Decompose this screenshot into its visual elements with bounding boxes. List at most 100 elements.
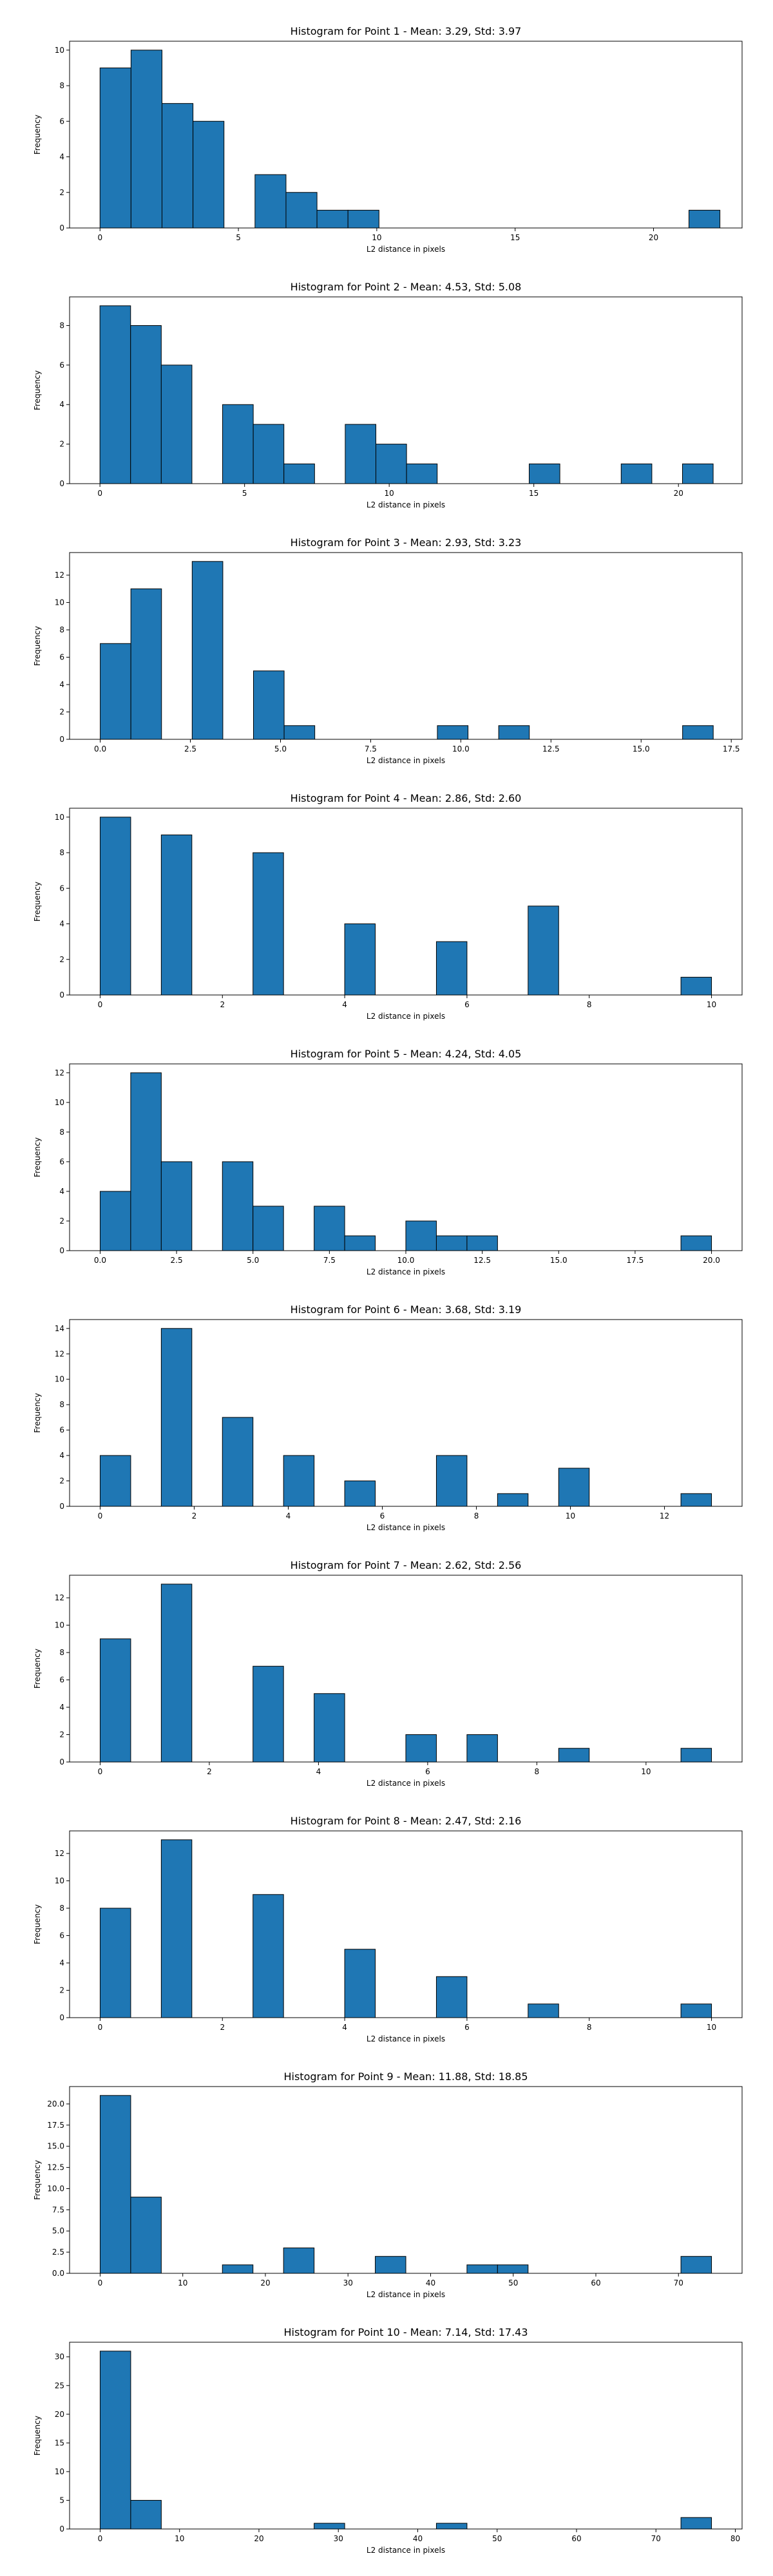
plot-frame bbox=[69, 808, 743, 996]
y-tick-label: 5 bbox=[59, 2496, 64, 2505]
x-tick-label: 20 bbox=[674, 489, 683, 498]
histogram-bar bbox=[680, 1235, 712, 1251]
histogram-bar bbox=[99, 817, 131, 996]
y-tick-label: 4 bbox=[59, 400, 64, 409]
histogram-bar bbox=[191, 561, 224, 740]
chart-title: Histogram for Point 7 - Mean: 2.62, Std:… bbox=[291, 1559, 522, 1571]
y-tick-label: 4 bbox=[59, 920, 64, 929]
y-tick-label: 5.0 bbox=[52, 2226, 64, 2235]
x-tick-label: 15.0 bbox=[550, 1256, 568, 1265]
histogram-bar bbox=[376, 444, 407, 484]
histogram-bar bbox=[405, 1734, 437, 1763]
x-tick-label: 5.0 bbox=[247, 1256, 259, 1265]
x-tick-label: 8 bbox=[587, 2023, 592, 2032]
x-tick-label: 15 bbox=[529, 489, 539, 498]
x-tick-label: 80 bbox=[730, 2534, 740, 2543]
y-tick-label: 14 bbox=[55, 1324, 64, 1333]
x-tick-label: 12.5 bbox=[473, 1256, 491, 1265]
y-tick-label: 4 bbox=[59, 1187, 64, 1196]
y-tick-label: 12 bbox=[55, 1068, 64, 1077]
histogram-bar bbox=[222, 404, 254, 484]
histogram-bar bbox=[253, 1206, 284, 1251]
x-tick-label: 8 bbox=[474, 1511, 479, 1520]
y-tick-label: 20 bbox=[55, 2410, 64, 2419]
histogram-bar bbox=[160, 365, 193, 484]
x-tick-label: 0 bbox=[98, 1000, 103, 1009]
histogram-bar bbox=[558, 1748, 590, 1763]
histogram-bar bbox=[99, 1908, 131, 2018]
plot-frame bbox=[69, 1575, 743, 1763]
histogram-bar bbox=[466, 2264, 498, 2274]
y-tick-label: 12 bbox=[55, 1593, 64, 1602]
y-tick-label: 12 bbox=[55, 1349, 64, 1358]
y-tick-label: 7.5 bbox=[52, 2205, 64, 2214]
histogram-bar bbox=[498, 725, 530, 740]
histogram-bar bbox=[345, 424, 377, 484]
x-tick-label: 2.5 bbox=[184, 744, 196, 753]
y-tick-label: 2 bbox=[59, 955, 64, 964]
plot-frame bbox=[69, 552, 743, 740]
histogram-bar bbox=[130, 1072, 162, 1251]
y-tick-label: 6 bbox=[59, 1426, 64, 1435]
y-tick-label: 0 bbox=[59, 2524, 64, 2533]
y-tick-label: 0 bbox=[59, 2013, 64, 2022]
x-tick-label: 10 bbox=[707, 2023, 716, 2032]
y-tick-label: 10 bbox=[55, 1877, 64, 1886]
x-tick-label: 4 bbox=[342, 2023, 347, 2032]
y-tick-label: 20.0 bbox=[47, 2099, 64, 2108]
x-tick-label: 40 bbox=[413, 2534, 423, 2543]
y-axis-label: Frequency bbox=[33, 1649, 42, 1689]
x-tick-label: 0.0 bbox=[94, 1256, 106, 1265]
histogram-bar bbox=[680, 2003, 712, 2018]
x-axis-label: L2 distance in pixels bbox=[367, 2034, 445, 2043]
x-tick-label: 0.0 bbox=[94, 744, 106, 753]
y-tick-label: 2 bbox=[59, 1217, 64, 1226]
plot-frame bbox=[69, 41, 743, 229]
y-tick-label: 15 bbox=[55, 2438, 64, 2447]
x-tick-label: 0 bbox=[98, 2534, 103, 2543]
y-tick-label: 8 bbox=[59, 1904, 64, 1913]
x-tick-label: 4 bbox=[342, 1000, 347, 1009]
y-tick-label: 12 bbox=[55, 571, 64, 580]
x-axis-label: L2 distance in pixels bbox=[367, 1267, 445, 1276]
x-tick-label: 40 bbox=[426, 2278, 435, 2287]
x-tick-label: 7.5 bbox=[365, 744, 377, 753]
histogram-bar bbox=[620, 463, 653, 484]
histogram-bar bbox=[680, 1748, 712, 1763]
x-tick-label: 15 bbox=[510, 233, 520, 242]
histogram-bar bbox=[160, 1328, 193, 1507]
y-tick-label: 15.0 bbox=[47, 2142, 64, 2151]
y-tick-label: 8 bbox=[59, 1128, 64, 1137]
x-tick-label: 17.5 bbox=[723, 744, 740, 753]
chart-title: Histogram for Point 10 - Mean: 7.14, Std… bbox=[283, 2326, 528, 2338]
histogram-bar bbox=[130, 325, 162, 484]
histogram-bar bbox=[130, 588, 162, 740]
chart-title: Histogram for Point 8 - Mean: 2.47, Std:… bbox=[291, 1815, 522, 1827]
x-tick-label: 5.0 bbox=[274, 744, 287, 753]
x-tick-label: 6 bbox=[464, 1000, 470, 1009]
histogram-bar bbox=[99, 2351, 131, 2530]
x-tick-label: 10 bbox=[178, 2278, 187, 2287]
histogram-bar bbox=[99, 1455, 131, 1507]
y-tick-label: 10 bbox=[55, 1621, 64, 1630]
plot-frame bbox=[69, 2342, 743, 2530]
histogram-bar bbox=[466, 1235, 498, 1251]
y-tick-label: 8 bbox=[59, 321, 64, 330]
y-tick-label: 2 bbox=[59, 440, 64, 449]
y-tick-label: 6 bbox=[59, 1676, 64, 1685]
histogram-bar bbox=[99, 67, 131, 229]
y-tick-label: 4 bbox=[59, 1451, 64, 1460]
x-tick-label: 12 bbox=[660, 1511, 669, 1520]
x-tick-label: 10 bbox=[641, 1767, 651, 1776]
x-tick-label: 20 bbox=[254, 2534, 263, 2543]
x-axis-label: L2 distance in pixels bbox=[367, 756, 445, 765]
y-tick-label: 8 bbox=[59, 625, 64, 634]
x-axis-label: L2 distance in pixels bbox=[367, 1523, 445, 1532]
histogram-bar bbox=[437, 725, 469, 740]
x-tick-label: 15.0 bbox=[633, 744, 650, 753]
histogram-bar bbox=[193, 120, 225, 229]
y-tick-label: 8 bbox=[59, 848, 64, 857]
y-tick-label: 30 bbox=[55, 2353, 64, 2362]
histogram-bar bbox=[682, 463, 714, 484]
histogram-bar bbox=[344, 923, 376, 996]
